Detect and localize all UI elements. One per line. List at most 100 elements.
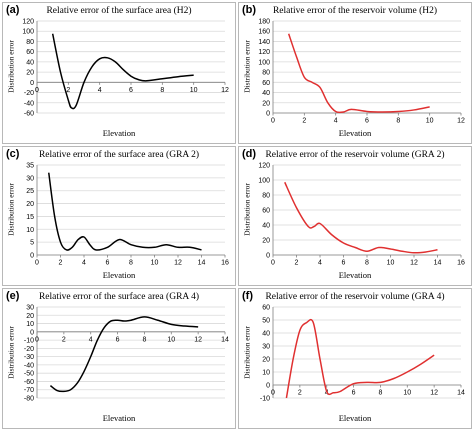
panel-label: (c) [6,148,20,160]
y-tick-label: 120 [22,19,34,26]
chart-title: Relative error of the reservoir volume (… [265,292,445,302]
y-tick-label: 80 [262,193,270,200]
x-tick-label: 2 [302,118,306,125]
y-tick-label: 30 [262,344,270,351]
x-tick-label: 12 [430,390,438,397]
series-line [48,172,202,251]
chart-title: Relative error of the surface area (H2) [46,6,192,16]
y-tick-label: 120 [258,49,270,56]
panel-label: (e) [6,290,20,302]
x-tick-label: 4 [98,87,102,94]
y-tick-label: -10 [260,396,270,403]
y-tick-label: 60 [262,208,270,215]
y-tick-label: 100 [22,29,34,36]
series-line [285,318,435,399]
y-tick-label: 50 [262,318,270,325]
x-tick-label: 6 [116,336,120,343]
y-tick-label: -60 [24,111,34,118]
y-tick-label: 10 [26,227,34,234]
x-tick-label: 10 [387,260,395,267]
x-tick-label: 0 [35,260,39,267]
x-tick-label: 2 [66,87,70,94]
x-tick-label: 4 [82,260,86,267]
chart-svg: 0 20 40 60 80 100 120 140 160 180 0 2 4 6 8 10 12 [258,19,465,125]
x-tick-label: 16 [457,260,465,267]
y-axis-title: Distribution error [6,183,16,236]
chart-title: Relative error of the reservoir volume (… [265,150,445,160]
chart-svg: 0 20 40 60 80 100 120 0 2 4 6 8 10 12 14 16 [258,163,465,267]
y-tick-label: -20 [24,346,34,353]
y-tick-label: -40 [24,100,34,107]
x-tick-label: 2 [59,260,63,267]
y-tick-label: 100 [258,59,270,66]
chart-title: Relative error of the reservoir volume (… [272,6,438,16]
chart-title: Relative error of the surface area (GRA … [38,150,200,160]
chart-panel-f: (f) Relative error of the reservoir volum… [238,288,472,429]
y-tick-label: -60 [24,379,34,386]
y-tick-label: 60 [262,80,270,87]
x-tick-label: 10 [151,260,159,267]
x-tick-label: 12 [457,118,465,125]
x-tick-label: 8 [378,390,382,397]
y-tick-label: 120 [258,163,270,170]
chart-panel-d: (d) Relative error of the reservoir volum… [238,146,472,286]
y-tick-label: 0 [30,80,34,87]
x-tick-label: 14 [457,390,465,397]
x-tick-label: 8 [129,260,133,267]
y-tick-label: 0 [266,383,270,390]
x-tick-label: 0 [271,390,275,397]
x-tick-label: 10 [403,390,411,397]
x-tick-label: 6 [342,260,346,267]
y-tick-label: -80 [24,396,34,403]
y-tick-label: -30 [24,354,34,361]
x-tick-label: 0 [35,87,39,94]
x-tick-label: 12 [194,336,202,343]
y-tick-label: 40 [262,90,270,97]
y-tick-label: 5 [30,240,34,247]
y-tick-label: 60 [262,305,270,312]
x-tick-label: 2 [298,390,302,397]
chart-panel-b: (b) Relative error of the reservoir volum… [238,2,472,144]
panel-label: (a) [6,4,20,16]
x-tick-label: 10 [426,118,434,125]
x-tick-label: 8 [142,336,146,343]
x-tick-label: 0 [271,118,275,125]
panel-label: (b) [242,4,257,16]
series-line [287,33,430,114]
x-tick-label: 6 [352,390,356,397]
x-tick-label: 2 [295,260,299,267]
y-tick-label: -70 [24,387,34,394]
y-tick-label: -50 [24,371,34,378]
x-tick-label: 12 [221,87,229,94]
x-axis-title: Elevation [338,270,372,280]
panel-label: (d) [242,148,257,160]
y-tick-label: 15 [26,214,34,221]
x-tick-label: 10 [190,87,198,94]
x-tick-label: 0 [271,260,275,267]
x-tick-label: 4 [334,118,338,125]
series-line [284,181,438,254]
x-tick-label: 0 [35,336,39,343]
y-axis-title: Distribution error [6,325,16,379]
y-tick-label: 40 [262,331,270,338]
y-tick-label: 30 [26,175,34,182]
y-tick-label: 20 [26,70,34,77]
chart-svg: 0 5 10 15 20 25 30 35 0 2 4 6 8 10 12 14 16 [26,163,229,267]
chart-panel-e: (e) Relative error of the surface area (G… [2,288,236,429]
y-tick-label: 10 [262,370,270,377]
chart-panel-c: (c) Relative error of the surface area (G… [2,146,236,286]
x-tick-label: 6 [365,118,369,125]
y-axis-title: Distribution error [242,40,252,93]
y-tick-label: 0 [266,111,270,118]
y-axis-title: Distribution error [242,325,252,379]
x-tick-label: 10 [167,336,175,343]
y-tick-label: 20 [262,100,270,107]
y-tick-label: 100 [258,178,270,185]
y-tick-label: 35 [26,163,34,170]
x-tick-label: 14 [198,260,206,267]
y-tick-label: -20 [24,90,34,97]
x-tick-label: 4 [89,336,93,343]
